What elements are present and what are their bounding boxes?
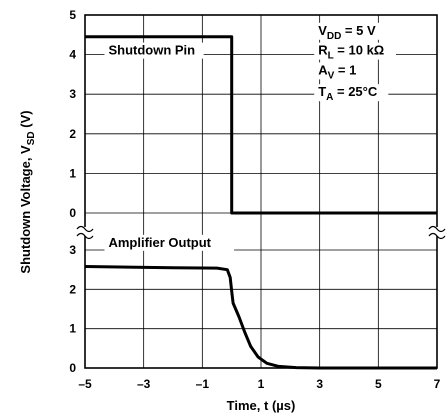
axis-break-mark [76, 225, 94, 233]
condition-label: TA = 25°C [318, 84, 378, 103]
x-tick-label: 5 [375, 377, 382, 391]
y-axis-label-main: Shutdown Voltage, V [18, 145, 33, 274]
y-tick-label: 1 [69, 166, 76, 180]
x-tick-labels: –5 –3 –1 1 3 5 7 [78, 377, 440, 391]
y-tick-label: 5 [69, 8, 76, 22]
x-tick-label: 1 [258, 377, 265, 391]
x-axis-label: Time, t (µs) [227, 398, 296, 413]
axis-break-mark [428, 225, 446, 233]
y-tick-label: 0 [69, 206, 76, 220]
axis-break-gap [431, 227, 443, 236]
x-tick-label: –5 [78, 377, 92, 391]
annotation-label: Shutdown Pin [108, 43, 195, 58]
y-tick-label: 2 [69, 282, 76, 296]
condition-label: AV = 1 [318, 62, 356, 81]
y-tick-label: 1 [69, 322, 76, 336]
axis-break-mark [76, 232, 94, 240]
series-lines [84, 35, 437, 370]
y-axis-label-subscript: SD [26, 131, 37, 145]
y-tick-label: 2 [69, 127, 76, 141]
axis-break [76, 225, 446, 240]
axis-break-gap [79, 227, 91, 236]
condition-label: VDD = 5 V [318, 23, 376, 42]
y-axis-label: Shutdown Voltage, VSD (V) [18, 110, 37, 273]
y-axis-label-unit: (V) [18, 110, 33, 131]
y-tick-label: 3 [69, 87, 76, 101]
x-tick-label: 7 [434, 377, 441, 391]
annotation-bg [314, 22, 387, 40]
y-tick-label: 3 [69, 243, 76, 257]
y-tick-labels: 0 1 2 3 4 5 0 1 2 3 [69, 8, 76, 375]
y-tick-label: 0 [69, 361, 76, 375]
series-line [85, 35, 437, 215]
grid-lines [85, 15, 437, 368]
axis-break-mark [428, 232, 446, 240]
series-line [84, 265, 437, 370]
x-tick-label: –1 [196, 377, 210, 391]
annotation-bg [104, 234, 235, 251]
annotation-bg [314, 42, 396, 60]
y-tick-label: 4 [69, 48, 76, 62]
x-tick-label: –3 [137, 377, 151, 391]
x-tick-label: 3 [316, 377, 323, 391]
condition-label: RL = 10 kΩ [318, 43, 384, 62]
annotation-bg [314, 84, 389, 102]
annotation-bg [104, 42, 204, 59]
annotation-bg [314, 62, 366, 80]
annotation-label: Amplifier Output [108, 235, 211, 250]
